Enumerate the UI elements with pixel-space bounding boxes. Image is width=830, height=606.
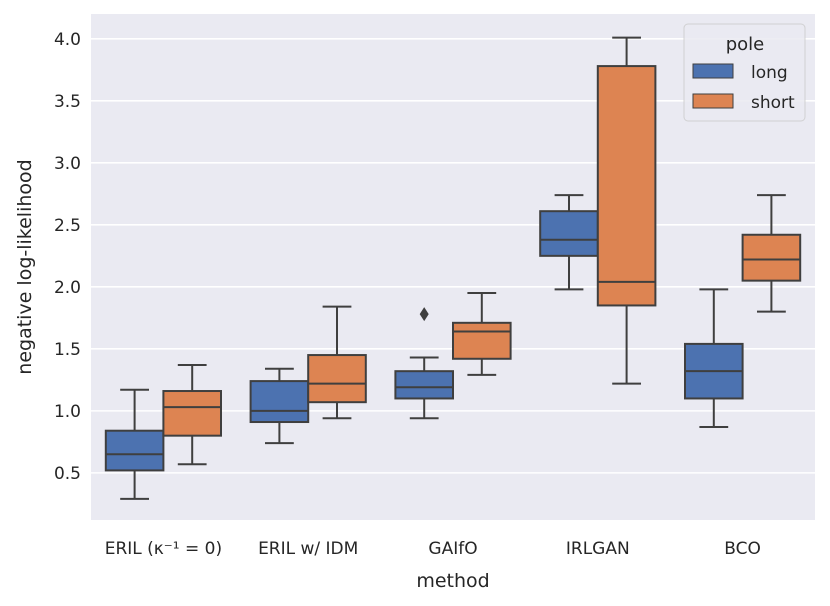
y-tick-label: 3.0 bbox=[54, 154, 81, 174]
box-short bbox=[162, 390, 222, 437]
legend-title: pole bbox=[726, 34, 765, 55]
x-axis-title: method bbox=[416, 570, 489, 592]
box-long bbox=[394, 370, 454, 400]
y-tick-label: 2.5 bbox=[54, 216, 81, 236]
box-long bbox=[539, 210, 599, 257]
x-tick-label: BCO bbox=[724, 539, 761, 559]
box-series bbox=[104, 36, 802, 500]
y-tick-label: 2.0 bbox=[54, 278, 81, 298]
y-tick-label: 1.0 bbox=[54, 402, 81, 422]
y-tick-label: 4.0 bbox=[54, 30, 81, 50]
legend-swatch-long bbox=[692, 63, 734, 79]
y-axis-title: negative log-likelihood bbox=[14, 159, 36, 374]
x-tick-label: ERIL (κ⁻¹ = 0) bbox=[105, 539, 222, 559]
y-tick-label: 1.5 bbox=[54, 340, 81, 360]
y-tick-label: 0.5 bbox=[54, 464, 81, 484]
x-axis-ticks: ERIL (κ⁻¹ = 0) ERIL w/ IDM GAIfO IRLGAN BCO bbox=[105, 539, 761, 559]
box-long bbox=[249, 380, 310, 424]
outlier-marker bbox=[419, 307, 429, 322]
legend: pole long short bbox=[683, 23, 806, 122]
box-short bbox=[741, 233, 802, 282]
box-short bbox=[452, 321, 512, 360]
x-tick-label: GAIfO bbox=[428, 539, 477, 559]
x-tick-label: IRLGAN bbox=[566, 539, 630, 559]
box-long bbox=[104, 429, 165, 472]
legend-label-long: long bbox=[751, 63, 788, 83]
y-tick-label: 3.5 bbox=[54, 92, 81, 112]
legend-swatch-short bbox=[692, 93, 734, 109]
box-short bbox=[307, 354, 367, 404]
x-tick-label: ERIL w/ IDM bbox=[258, 539, 358, 559]
y-axis-ticks: 0.5 1.0 1.5 2.0 2.5 3.0 3.5 4.0 bbox=[54, 30, 81, 484]
box-short bbox=[596, 65, 657, 307]
legend-label-short: short bbox=[751, 93, 795, 113]
